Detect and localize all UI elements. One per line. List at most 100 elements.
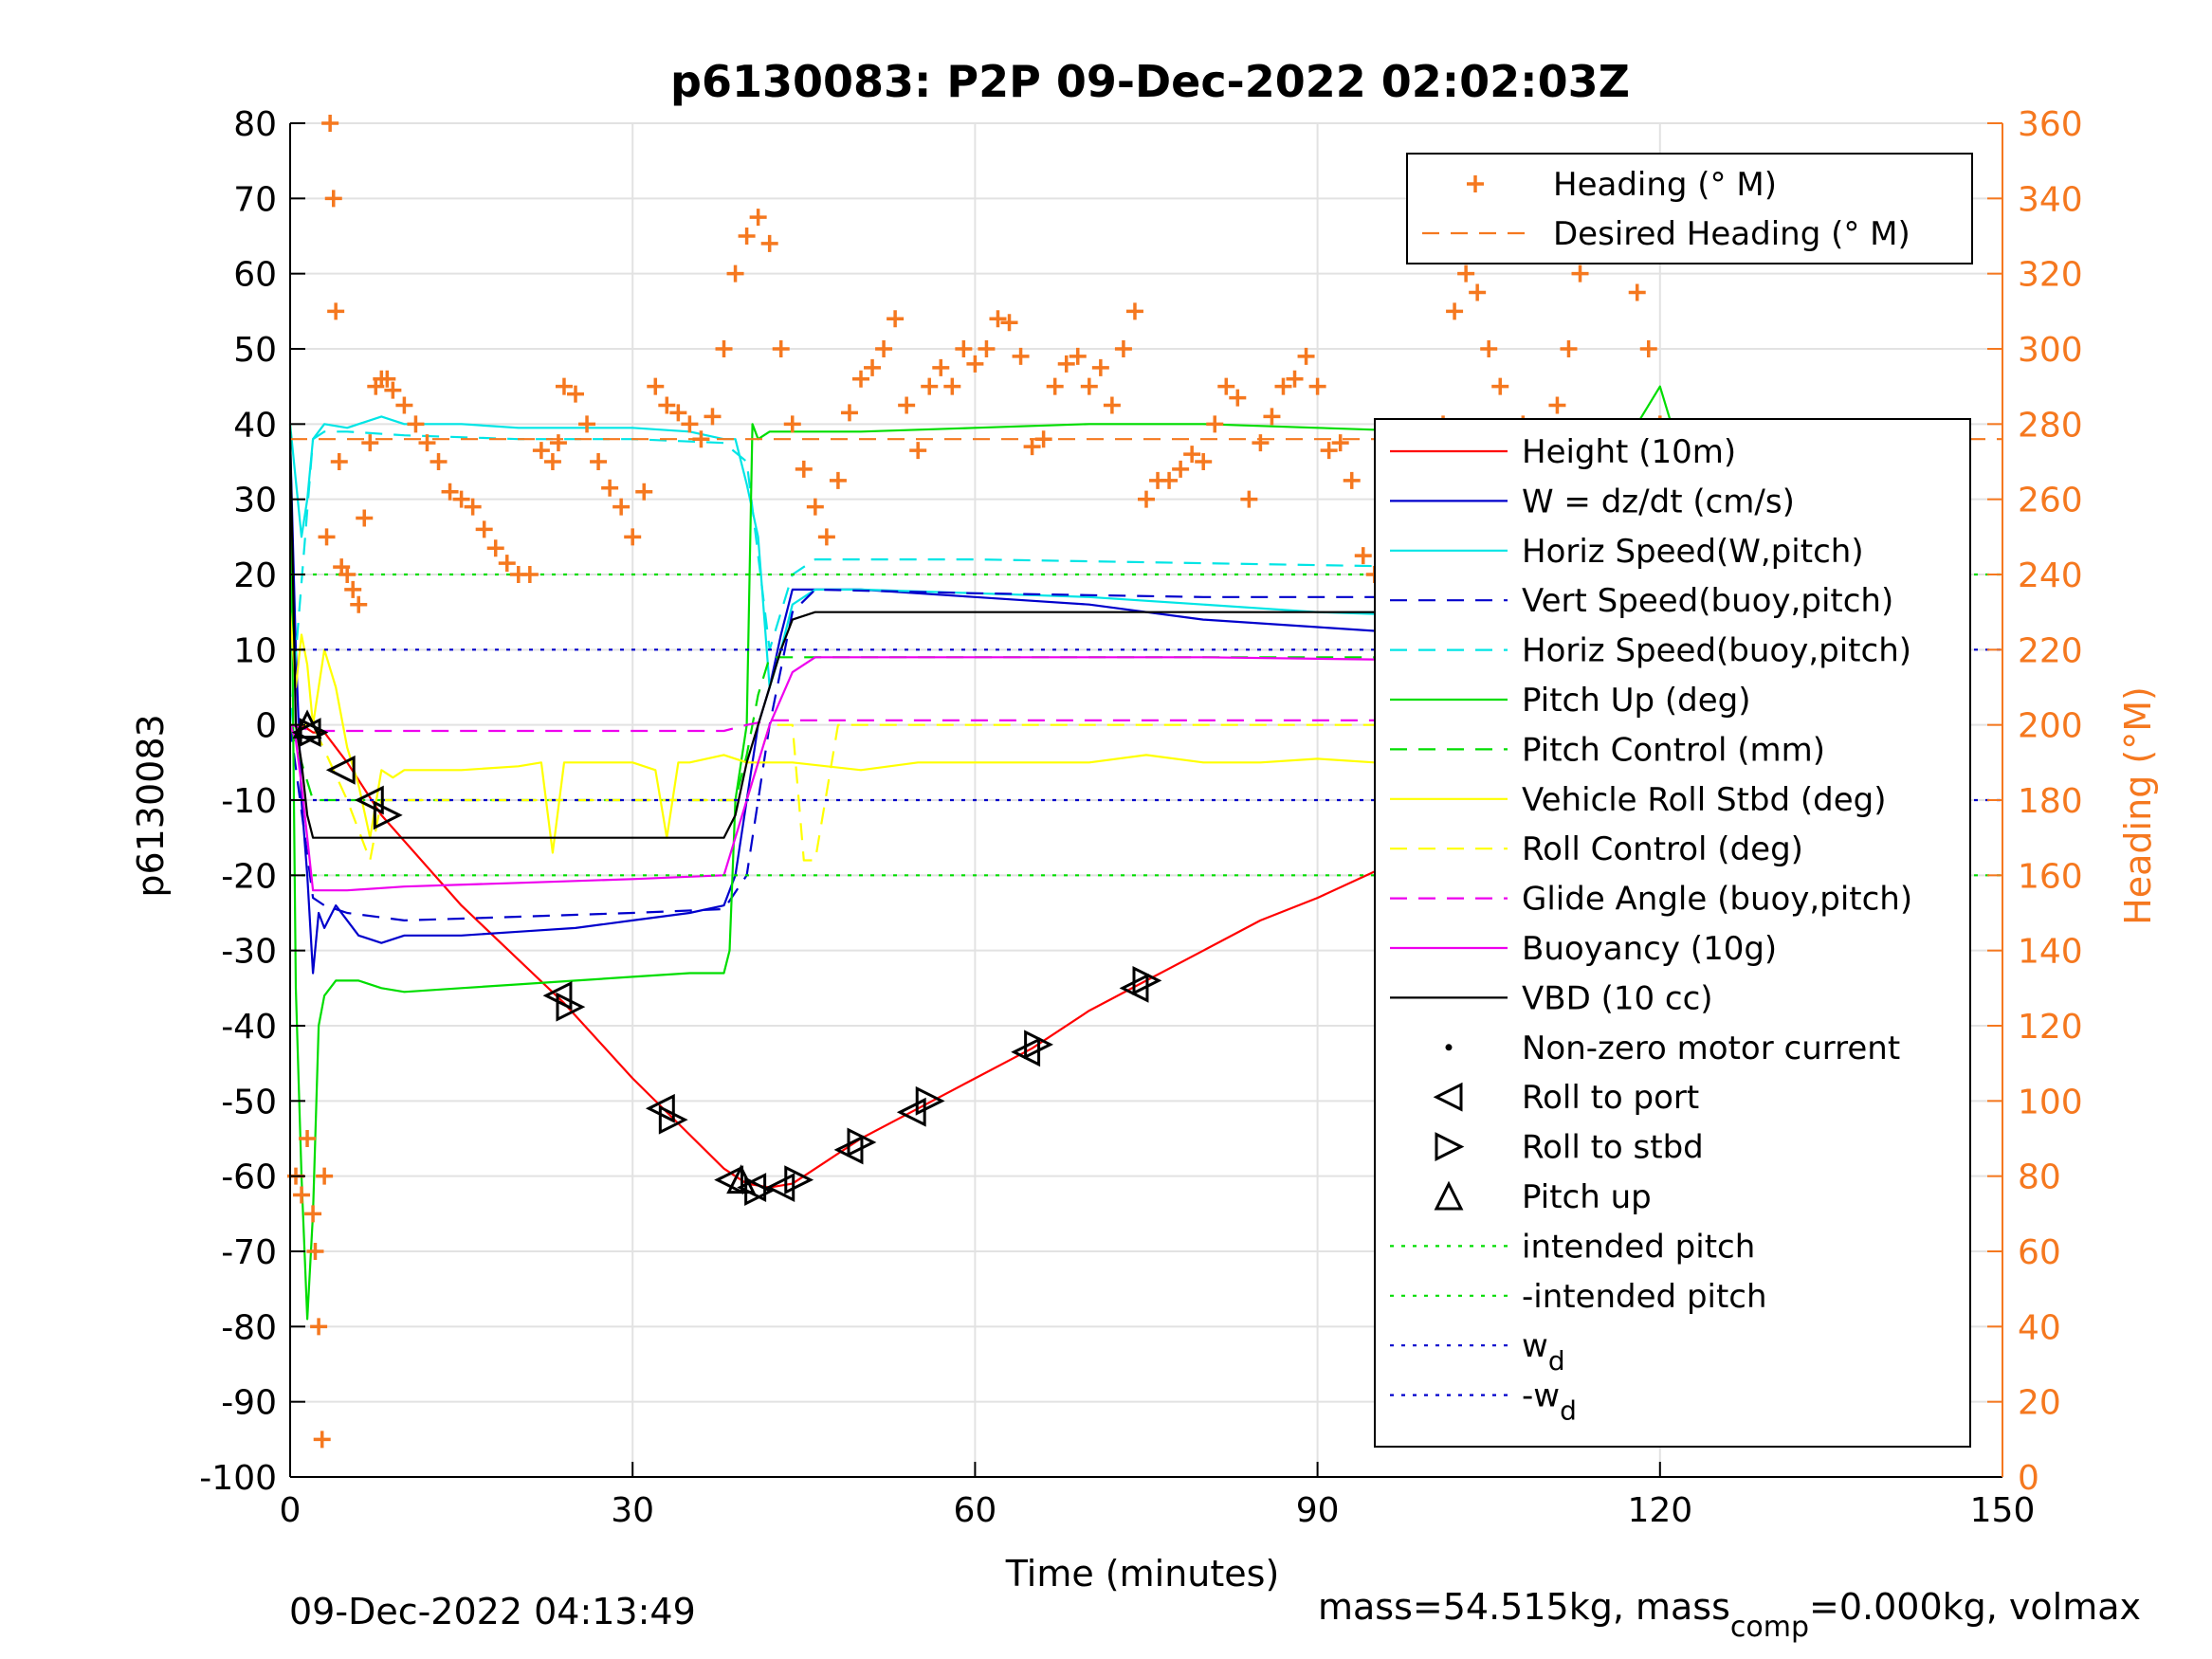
axes: 0 30 60 90 120 15080706050403020100-10-20-30-… [199,105,2082,1530]
legend-main-box [1374,418,1971,1448]
heading-point [715,340,733,357]
heading-point [840,404,858,422]
heading-point [1354,547,1372,565]
heading-point [898,396,916,414]
heading-point [324,190,342,208]
heading-point [306,1243,324,1260]
heading-point [966,355,984,373]
marker-roll-port [325,755,356,785]
heading-point [692,430,710,448]
heading-point [852,370,869,388]
y-tick-label: -20 [221,857,277,896]
y2-tick-label: 120 [2018,1008,2083,1047]
legend-sample [1434,1180,1464,1211]
heading-point [943,377,961,395]
heading-point [1080,377,1098,395]
heading-point [590,453,608,470]
heading-point [1548,396,1566,414]
y-tick-label: 70 [233,180,277,219]
x-tick-label: 120 [1627,1491,1692,1530]
legend-heading: Heading (° M) Desired Heading (° M) [1406,153,1973,264]
heading-point [1639,340,1657,357]
y-tick-label: -10 [221,782,277,821]
heading-point [549,434,567,452]
heading-point [635,483,653,501]
x-tick-label: 150 [1970,1491,2036,1530]
series-line [288,439,1673,975]
heading-point [875,340,893,357]
marker-roll-stbd [658,1104,688,1135]
heading-point [1023,438,1041,456]
heading-point [1138,490,1155,508]
marker-roll-port [354,785,384,815]
heading-point [498,555,516,573]
legend-label: wd [1522,1327,1565,1376]
y-tick-label: -60 [221,1158,277,1197]
heading-point [932,358,950,376]
heading-point [464,498,482,516]
legend-label: VBD (10 cc) [1522,979,1713,1017]
chart-title: p6130083: P2P 09-Dec-2022 02:02:03Z [670,56,1630,107]
heading-point [978,340,996,357]
heading-point [1263,408,1281,426]
heading-point [1057,355,1075,373]
footer-mass: mass=54.515kg, masscomp=0.000kg, volmax [1318,1586,2141,1644]
heading-point [378,370,396,388]
heading-point [921,377,939,395]
legend-label: Pitch Control (mm) [1522,731,1825,769]
heading-point [1286,370,1304,388]
legend-sample [1467,175,1484,192]
legend-label: -intended pitch [1522,1278,1767,1316]
y2-tick-label: 320 [2018,256,2083,295]
legend-heading-box [1406,153,1973,264]
heading-point [1457,264,1475,283]
heading-point [1229,389,1247,407]
legend-label: Pitch up [1522,1178,1652,1216]
heading-point [887,310,905,328]
y2-tick-label: 280 [2018,406,2083,445]
heading-point [321,115,339,132]
marker-roll-stbd [1132,965,1162,995]
heading-point [681,415,699,433]
heading-point [395,396,413,414]
heading-point [567,385,584,403]
series-line [288,431,1672,839]
y2-tick-label: 40 [2018,1308,2061,1347]
heading-point [418,434,436,452]
y2-tick-label: 240 [2018,556,2083,595]
heading-point [310,1318,328,1336]
y-tick-label: 50 [233,331,277,370]
marker-roll-stbd [784,1165,814,1195]
legend-label: Buoyancy (10g) [1522,930,1777,968]
heading-point [430,453,448,470]
heading-point [989,310,1007,328]
y-tick-label: 80 [233,105,277,144]
heading-point [350,595,368,613]
heading-point [1195,453,1213,470]
marker-roll-port [714,1165,744,1195]
heading-point [543,453,561,470]
series-line [288,430,1660,725]
heading-point [1103,396,1121,414]
marker-roll-port [896,1097,926,1127]
heading-point [1320,442,1338,460]
y2-tick-label: 20 [2018,1384,2061,1423]
y-tick-label: -100 [199,1459,277,1498]
heading-point [1252,434,1270,452]
heading-point [441,483,459,501]
x-tick-label: 30 [611,1491,654,1530]
heading-point [316,1167,334,1185]
marker-roll-stbd [373,800,403,830]
heading-point [829,471,847,489]
heading-point [1091,358,1109,376]
legend-label: W = dz/dt (cm/s) [1522,483,1795,520]
y2-tick-label: 140 [2018,933,2083,972]
y2-tick-label: 300 [2018,331,2083,370]
heading-point [1331,434,1349,452]
legend-label: Roll to port [1522,1079,1699,1117]
heading-point [318,528,336,546]
series-line [289,719,1672,733]
legend-label: Non-zero motor current [1522,1030,1900,1067]
y2-tick-label: 100 [2018,1083,2083,1121]
heading-point [521,566,539,583]
